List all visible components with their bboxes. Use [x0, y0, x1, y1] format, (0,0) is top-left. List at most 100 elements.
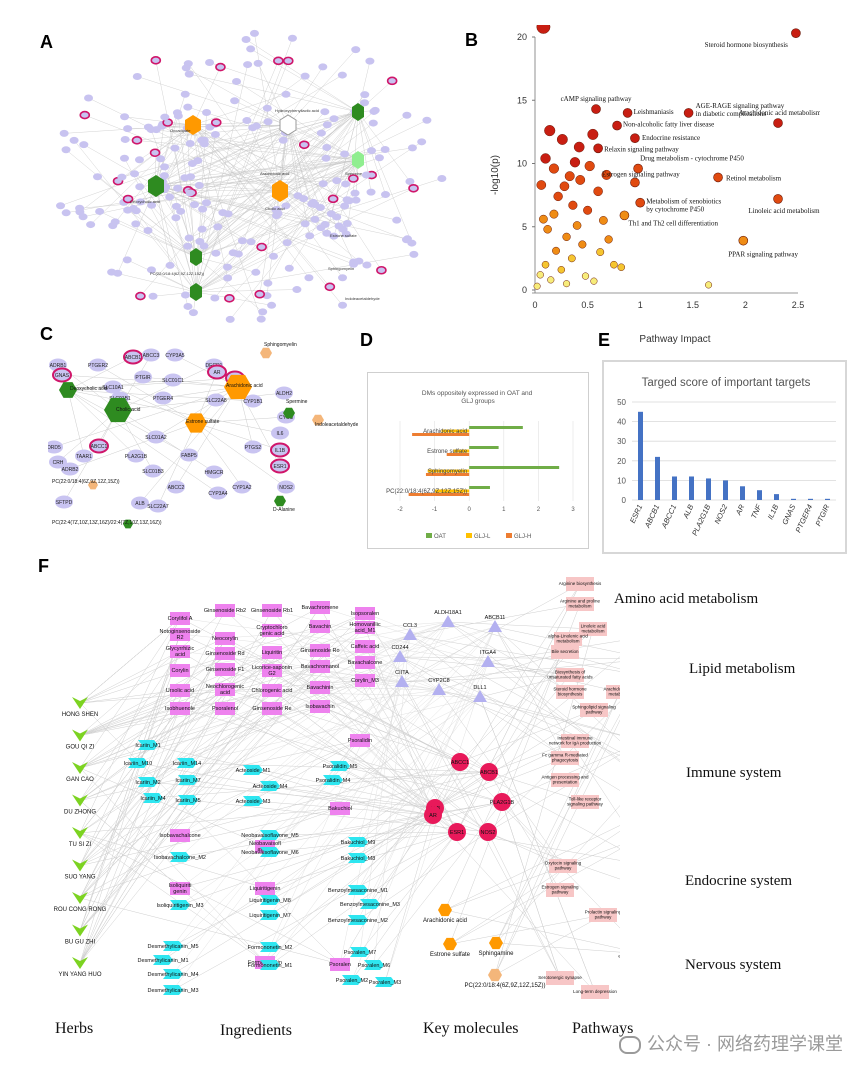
a-edge	[192, 66, 221, 126]
a-gene-node	[165, 261, 175, 269]
f-ingredient-label: Ursolic acid	[166, 688, 194, 694]
f-pathway-node	[566, 577, 594, 591]
f-key-target-label: CD244	[391, 645, 408, 651]
b-point	[604, 235, 613, 244]
network-f-edges	[79, 583, 620, 993]
f-pathway-node	[556, 668, 584, 682]
c-edge	[157, 422, 197, 507]
panel-e-bar-chart: Targed score of important targets 0 10 20 3…	[617, 377, 836, 537]
f-edge	[79, 689, 181, 866]
f-metabolite-label: Desmethylicariin_M4	[147, 972, 198, 978]
f-key-target-node	[403, 628, 417, 640]
c-edge	[195, 422, 243, 488]
f-edge	[179, 814, 434, 906]
f-edge	[438, 689, 576, 742]
a-gene-node	[407, 144, 417, 152]
f-key-target-node	[481, 655, 495, 667]
network-f-key-molecules: ALDH18A1 CCL3 ABCB11 CD244 ITGA4 CIITA CYP2C8 D…	[391, 610, 545, 989]
f-edge	[269, 785, 436, 809]
b-point	[596, 248, 605, 257]
f-metabolite-node	[360, 899, 380, 909]
f-edge	[162, 626, 496, 961]
e-bar	[655, 456, 660, 500]
f-metabolite-label: Neobavaisoflavone_M5	[241, 833, 298, 839]
f-ingredient-label: Glycyrrhizic acid	[166, 646, 195, 658]
bottom-label-pathways: Pathways	[572, 1020, 634, 1037]
f-metabolite-node	[342, 975, 362, 985]
f-edge	[319, 625, 490, 773]
a-edge	[192, 124, 348, 200]
f-edge	[351, 831, 458, 981]
c-gene-label: ABCC1	[91, 444, 108, 450]
c-metabolite-node	[185, 413, 207, 433]
e-bar	[825, 498, 830, 500]
a-gene-node	[263, 118, 273, 126]
a-gene-node	[224, 294, 235, 303]
f-metabolite-label: Desmethylicariin_M1	[137, 958, 188, 964]
a-edge	[139, 124, 194, 160]
f-pathway-label: Fc gamma R-mediated phagocytosis	[542, 753, 588, 763]
f-ingredient-node	[355, 656, 375, 669]
panel-a-network: Oxoadipate Hydroxyphenyllactic acid Deox…	[56, 29, 447, 323]
a-edge	[195, 111, 325, 258]
f-key-gene-node	[424, 806, 442, 824]
f-ingredient-node	[262, 624, 282, 637]
a-gene-node	[392, 216, 402, 224]
a-gene-node	[172, 109, 182, 117]
b-point	[543, 225, 552, 234]
c-gene-label: ALB	[135, 501, 145, 507]
f-edge	[364, 626, 496, 663]
c-metabolite-node	[123, 519, 133, 529]
f-key-target-node	[395, 675, 409, 687]
f-ingredient-label: Isobavachalcone	[159, 833, 200, 839]
a-gene-node	[183, 103, 193, 111]
f-pathway-node	[579, 622, 607, 636]
f-key-metabolite-node	[489, 936, 503, 950]
f-edge	[252, 681, 403, 802]
f-ingredient-label: Ginsenoside Re	[252, 706, 291, 712]
c-gene-label: TAAR1	[76, 454, 92, 460]
f-metabolite-node	[153, 955, 173, 965]
b-point-label: Linoleic acid metabolism	[748, 207, 820, 215]
a-edge	[236, 81, 359, 161]
a-gene-node	[308, 198, 318, 206]
f-metabolite-node	[143, 793, 163, 803]
panel-letter-d: D	[360, 330, 373, 350]
a-gene-node	[409, 250, 419, 258]
a-edge	[279, 147, 327, 192]
f-key-metabolite-label: Estrone sulfate	[430, 952, 471, 958]
f-edge	[319, 686, 440, 691]
a-gene-node	[380, 191, 390, 199]
e-xtick-label: TNF	[749, 503, 763, 520]
f-pathway-node	[606, 685, 620, 699]
a-edge	[155, 185, 171, 266]
c-edge	[195, 416, 287, 424]
f-pathway-node	[556, 685, 584, 699]
a-gene-node	[199, 140, 209, 148]
category-amino-acid: Amino acid metabolism	[614, 591, 759, 607]
a-gene-node	[350, 189, 360, 197]
a-edge	[162, 124, 194, 182]
a-gene-node	[332, 213, 342, 221]
hub-node	[148, 175, 164, 197]
a-edge	[180, 211, 197, 258]
e-bar	[774, 494, 779, 500]
f-edge	[399, 656, 620, 660]
b-xtick-label: 1	[638, 300, 643, 310]
a-gene-node	[320, 108, 330, 116]
a-gene-node	[284, 264, 294, 272]
b-point	[539, 214, 548, 224]
e-xtick-label: PTGIR	[813, 503, 831, 528]
b-ytick-label: 15	[517, 95, 527, 105]
f-edge	[79, 702, 341, 965]
f-edge	[79, 651, 273, 801]
f-metabolite-node	[128, 758, 148, 768]
f-herb-label: GAN CAO	[66, 777, 94, 783]
a-gene-node	[368, 119, 378, 127]
a-gene-node	[183, 302, 193, 310]
a-gene-node	[189, 201, 199, 209]
b-point	[610, 260, 618, 269]
f-herb-node	[72, 697, 88, 709]
c-edge	[57, 409, 119, 463]
f-edge	[444, 638, 569, 911]
